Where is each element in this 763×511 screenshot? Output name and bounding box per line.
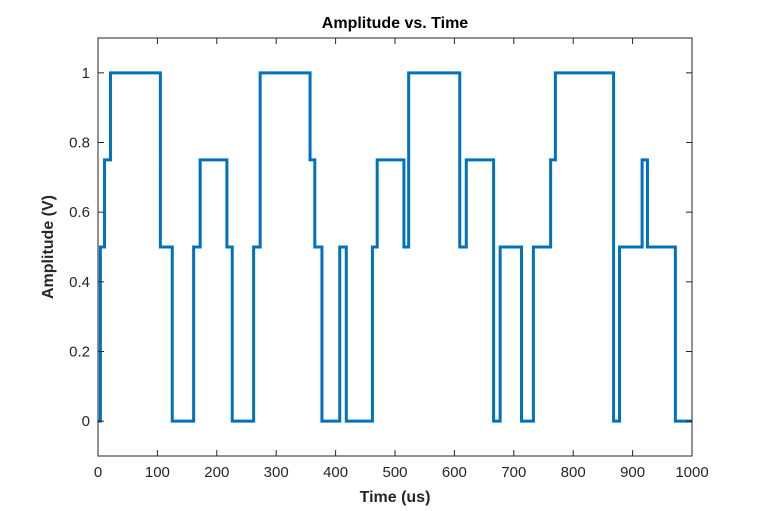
x-tick-label: 100 <box>145 464 170 481</box>
x-tick-label: 800 <box>561 464 586 481</box>
plot-area <box>98 71 692 423</box>
x-tick-label: 200 <box>204 464 229 481</box>
x-tick-label: 900 <box>620 464 645 481</box>
y-tick-label: 0.2 <box>69 344 90 361</box>
x-tick-label: 600 <box>442 464 467 481</box>
x-tick-label: 500 <box>382 464 407 481</box>
axes-box <box>97 37 693 457</box>
y-tick-label: 1 <box>82 65 90 82</box>
y-tick-label: 0.8 <box>69 135 90 152</box>
x-tick-label: 400 <box>323 464 348 481</box>
y-tick-label: 0 <box>82 413 90 430</box>
x-tick-label: 0 <box>94 464 102 481</box>
chart-title: Amplitude vs. Time <box>322 15 469 32</box>
y-axis-label: Amplitude (V) <box>40 195 57 299</box>
x-axis-label: Time (us) <box>360 489 431 506</box>
x-axis: 0 100 200 300 400 500 600 700 800 900 1000 <box>94 38 709 481</box>
x-tick-label: 700 <box>501 464 526 481</box>
x-tick-label: 300 <box>264 464 289 481</box>
y-tick-label: 0.4 <box>69 274 90 291</box>
y-tick-label: 0.6 <box>69 204 90 221</box>
series-line <box>98 71 692 423</box>
x-tick-label: 1000 <box>675 464 708 481</box>
y-axis: 0 0.2 0.4 0.6 0.8 1 <box>69 65 692 430</box>
